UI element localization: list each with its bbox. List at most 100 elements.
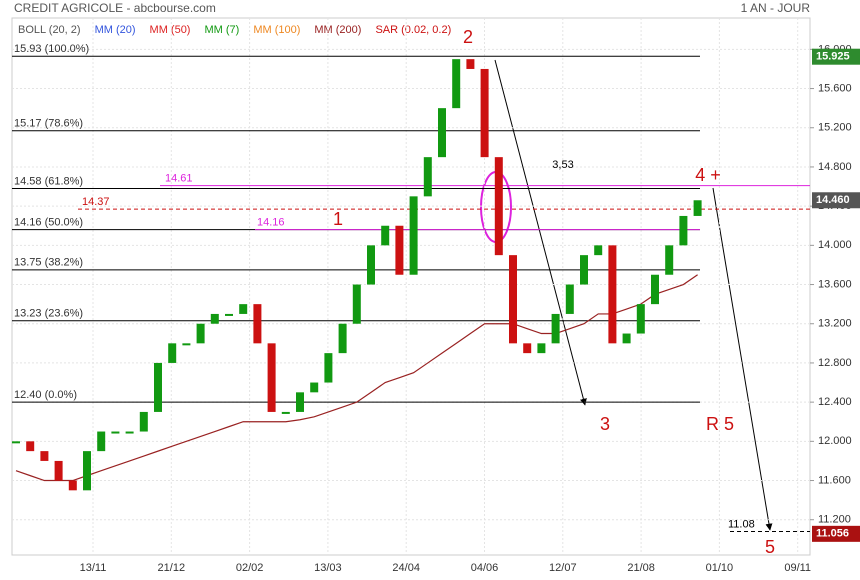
candle (551, 313, 560, 344)
x-tick-label: 09/11 (784, 562, 811, 574)
candle (494, 157, 503, 256)
candle (438, 108, 446, 158)
candle (310, 382, 319, 393)
candle (352, 284, 361, 324)
candle (622, 333, 631, 344)
x-tick-label: 13/03 (314, 562, 342, 574)
candle (168, 343, 177, 363)
x-tick-label: 01/10 (706, 562, 734, 574)
fib-label: 14.58 (61.8%) (14, 175, 83, 187)
price-badge-label: 11.056 (816, 528, 849, 540)
y-tick-label: 14.800 (818, 161, 852, 173)
candle (523, 343, 532, 354)
candle (296, 392, 304, 412)
candle (40, 451, 49, 461)
annotation: 4 + (695, 165, 721, 185)
fib-label: 15.17 (78.6%) (14, 118, 83, 130)
candle (651, 274, 659, 305)
legend-entry: MM (100) (253, 24, 300, 36)
arrow (712, 187, 773, 531)
candle (580, 255, 588, 285)
fib-label: 13.23 (23.6%) (14, 308, 83, 320)
level-label: 14.61 (165, 172, 193, 184)
level-label: 14.37 (82, 196, 110, 208)
candle (338, 323, 347, 354)
candle (594, 245, 603, 256)
period: 1 AN - JOUR (741, 1, 811, 15)
candle (679, 215, 688, 246)
fib-label: 15.93 (100.0%) (14, 43, 89, 55)
annotation: 2 (463, 27, 473, 47)
legend-entry: MM (20) (95, 24, 136, 36)
x-tick-label: 21/08 (627, 562, 655, 574)
fib-label: 14.16 (50.0%) (14, 217, 83, 229)
legend-entry: SAR (0.02, 0.2) (375, 24, 451, 36)
fib-label: 12.40 (0.0%) (14, 389, 77, 401)
price-badge (812, 192, 860, 209)
candle (239, 304, 248, 314)
y-tick-label: 15.600 (818, 82, 852, 94)
level-label: 14.16 (257, 217, 285, 229)
legend-entry: MM (7) (204, 24, 239, 36)
candle (367, 245, 375, 285)
candle (509, 255, 517, 344)
x-tick-label: 21/12 (158, 562, 186, 574)
candle (693, 200, 702, 216)
level-label: 11.08 (728, 518, 755, 530)
candle (452, 59, 461, 109)
candle (267, 343, 276, 412)
candle (83, 451, 91, 491)
candle (480, 68, 489, 158)
y-tick-label: 11.200 (818, 514, 851, 526)
candle (395, 225, 404, 275)
y-tick-label: 14.000 (818, 239, 852, 251)
candle (565, 284, 574, 314)
price-badge (812, 48, 860, 65)
x-tick-label: 04/06 (471, 562, 499, 574)
candle (182, 343, 191, 346)
y-tick-label: 12.000 (818, 435, 852, 447)
fib-label: 13.75 (38.2%) (14, 257, 83, 269)
annotation: 1 (333, 209, 343, 229)
candle (409, 196, 418, 275)
candle (423, 157, 432, 197)
candle (636, 304, 645, 334)
candle (68, 480, 77, 491)
candle (139, 411, 148, 432)
annotation: 5 (765, 537, 775, 557)
candle (466, 59, 475, 69)
y-tick-label: 12.400 (818, 396, 852, 408)
annotation: R 5 (706, 414, 734, 434)
ma-line (15, 274, 698, 482)
price-badge-label: 14.460 (816, 194, 850, 206)
annotation: 3,53 (552, 159, 573, 171)
candle (281, 411, 290, 414)
price-badge-label: 15.925 (816, 51, 850, 63)
annotation: 3 (600, 414, 610, 434)
x-tick-label: 13/11 (80, 562, 107, 574)
legend-entry: BOLL (20, 2) (18, 24, 81, 36)
candle (125, 431, 134, 434)
x-tick-label: 24/04 (392, 562, 420, 574)
x-tick-label: 02/02 (236, 562, 264, 574)
candle (154, 362, 162, 412)
candle (54, 460, 63, 481)
candle (537, 343, 546, 354)
candle (665, 245, 674, 275)
candle (12, 441, 20, 444)
candle (97, 431, 106, 452)
candle (253, 304, 262, 344)
candle (608, 245, 617, 344)
arrow (494, 59, 587, 406)
y-tick-label: 11.600 (818, 474, 851, 486)
y-tick-label: 15.200 (818, 122, 852, 134)
candle (324, 353, 333, 383)
price-badge (812, 525, 860, 542)
candle (225, 313, 233, 316)
y-tick-label: 12.800 (818, 357, 852, 369)
candle (381, 225, 390, 246)
candle (196, 323, 205, 344)
legend-entry: MM (200) (314, 24, 361, 36)
legend-entry: MM (50) (150, 24, 191, 36)
